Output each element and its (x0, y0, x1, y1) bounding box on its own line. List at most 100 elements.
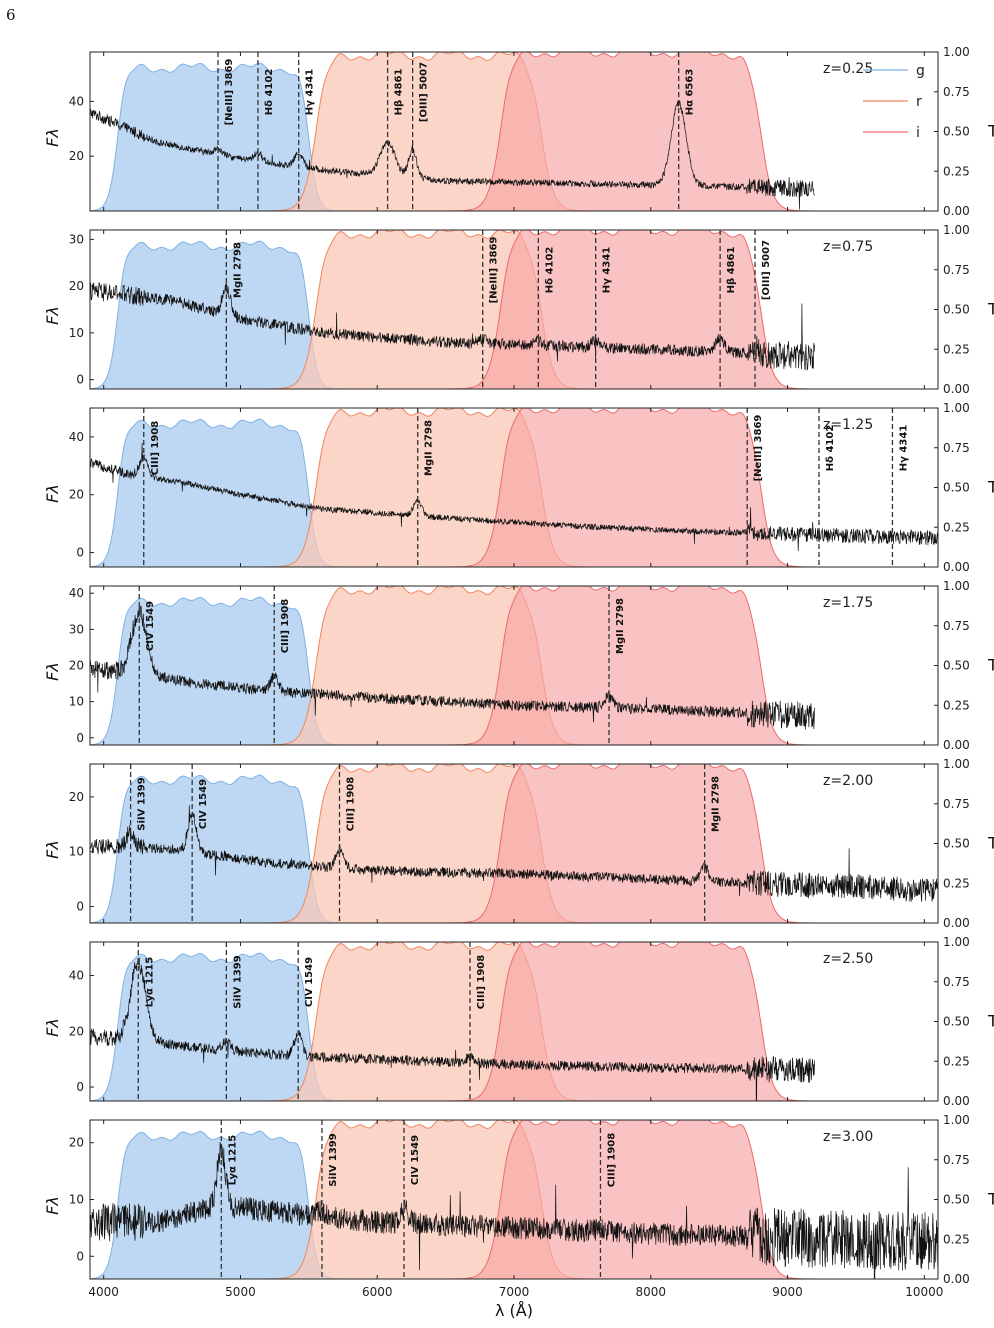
y-axis-label: Fλ (43, 306, 62, 325)
spectrum-panel-5: SiIV 1399 CIV 1549 CIII] 1908 MgII 2798 0 10 2… (43, 757, 994, 930)
right-tick-label: 1.00 (943, 401, 970, 415)
right-tick-label: 0.00 (943, 1094, 970, 1108)
x-tick-label: 10000 (905, 1285, 943, 1299)
filter-g-fill (90, 419, 938, 567)
y-axis-label: Fλ (43, 662, 62, 681)
emission-line-label: Hβ 4861 (726, 247, 737, 294)
right-axis-label: T (987, 300, 994, 319)
emission-line-label: CIV 1549 (304, 957, 315, 1007)
y-axis-label: Fλ (43, 484, 62, 503)
spectrum-line (90, 604, 815, 730)
right-tick-label: 0.75 (943, 619, 970, 633)
right-tick-label: 0.75 (943, 441, 970, 455)
filter-g-edge (90, 1130, 938, 1279)
emission-line-label: Lyα 1215 (144, 957, 155, 1007)
right-tick-label: 0.25 (943, 164, 970, 178)
y-tick-label: 0 (76, 731, 84, 745)
spectrum-line (90, 282, 815, 371)
right-axis-label: T (987, 834, 994, 853)
right-tick-label: 0.50 (943, 481, 970, 495)
emission-line-label: CIV 1549 (145, 601, 156, 651)
emission-line-label: Hγ 4341 (602, 247, 613, 294)
filter-g-edge (90, 596, 938, 745)
filter-g-edge (90, 418, 938, 567)
emission-line-label: Hδ 4102 (264, 69, 275, 116)
right-tick-label: 1.00 (943, 223, 970, 237)
right-tick-label: 1.00 (943, 935, 970, 949)
right-tick-label: 0.25 (943, 1054, 970, 1068)
right-tick-label: 0.00 (943, 1272, 970, 1286)
right-tick-label: 1.00 (943, 1113, 970, 1127)
emission-line-label: Hδ 4102 (544, 247, 555, 294)
emission-line-label: CIII] 1908 (476, 955, 487, 1009)
y-tick-label: 0 (76, 373, 84, 387)
emission-line-label: Hγ 4341 (305, 69, 316, 116)
filter-g-edge (90, 952, 938, 1101)
filter-g-edge (90, 240, 938, 389)
y-tick-label: 20 (69, 1024, 84, 1038)
filter-g-fill (90, 1131, 938, 1279)
emission-line-label: CIII] 1908 (150, 421, 161, 475)
legend-label-r: r (916, 94, 922, 110)
x-tick-label: 6000 (362, 1285, 393, 1299)
right-tick-label: 0.75 (943, 1153, 970, 1167)
right-axis-label: T (987, 122, 994, 141)
emission-line-label: SiIV 1399 (328, 1133, 339, 1186)
y-tick-label: 0 (76, 900, 84, 914)
panel-plot-area (90, 764, 938, 923)
spectrum-panel-7: Lyα 1215 SiIV 1399 CIV 1549 CIII] 1908 4000 5… (43, 1113, 994, 1299)
emission-line-label: Hβ 4861 (394, 69, 405, 116)
filter-i-fill (90, 586, 938, 745)
y-tick-label: 30 (69, 232, 84, 246)
y-tick-label: 0 (76, 1080, 84, 1094)
emission-line-label: SiIV 1399 (232, 955, 243, 1008)
right-tick-label: 0.50 (943, 1193, 970, 1207)
spectrum-panel-2: MgII 2798 [NeIII] 3869 Hδ 4102 Hγ 4341 Hβ 48… (43, 223, 994, 396)
emission-line-label: Hα 6563 (685, 69, 696, 116)
right-tick-label: 0.00 (943, 560, 970, 574)
spectrum-panel-6: Lyα 1215 SiIV 1399 CIV 1549 CIII] 1908 0 20 40… (43, 935, 994, 1108)
y-tick-label: 40 (69, 586, 84, 600)
panel-plot-area (90, 408, 938, 567)
right-tick-label: 0.75 (943, 797, 970, 811)
right-tick-label: 0.50 (943, 837, 970, 851)
right-tick-label: 0.75 (943, 263, 970, 277)
emission-line-label: CIV 1549 (410, 1135, 421, 1185)
right-tick-label: 0.25 (943, 876, 970, 890)
y-tick-label: 10 (69, 1193, 84, 1207)
panel-plot-area (90, 52, 938, 211)
panel-plot-area (90, 942, 938, 1101)
emission-line-label: SiIV 1399 (137, 777, 148, 830)
filter-g-fill (90, 597, 938, 745)
emission-line-label: [OIII] 5007 (419, 62, 430, 122)
emission-line-label: CIII] 1908 (280, 599, 291, 653)
filter-i-fill (90, 52, 938, 211)
filter-g-edge (90, 774, 938, 923)
emission-line-label: Hγ 4341 (898, 425, 909, 472)
x-tick-label: 4000 (88, 1285, 119, 1299)
y-tick-label: 40 (69, 430, 84, 444)
y-tick-label: 40 (69, 968, 84, 982)
redshift-label: z=0.75 (823, 239, 873, 255)
y-tick-label: 20 (69, 279, 84, 293)
right-tick-label: 0.25 (943, 520, 970, 534)
emission-line-label: [NeIII] 3869 (753, 415, 764, 482)
y-tick-label: 10 (69, 326, 84, 340)
y-axis-label: Fλ (43, 128, 62, 147)
spectrum-panel-1: [NeIII] 3869 Hδ 4102 Hγ 4341 Hβ 4861 [OIII] … (43, 45, 994, 218)
redshift-label: z=3.00 (823, 1129, 873, 1145)
right-axis-label: T (987, 656, 994, 675)
filter-g-fill (90, 241, 938, 389)
redshift-label: z=1.75 (823, 595, 873, 611)
filter-g-fill (90, 775, 938, 923)
right-tick-label: 0.25 (943, 342, 970, 356)
y-tick-label: 40 (69, 94, 84, 108)
y-tick-label: 20 (69, 790, 84, 804)
right-tick-label: 1.00 (943, 45, 970, 59)
right-tick-label: 0.50 (943, 303, 970, 317)
emission-line-label: MgII 2798 (711, 776, 722, 832)
filter-g-fill (90, 953, 938, 1101)
redshift-label: z=2.00 (823, 773, 873, 789)
y-axis-label: Fλ (43, 1018, 62, 1037)
legend-label-g: g (916, 63, 925, 79)
